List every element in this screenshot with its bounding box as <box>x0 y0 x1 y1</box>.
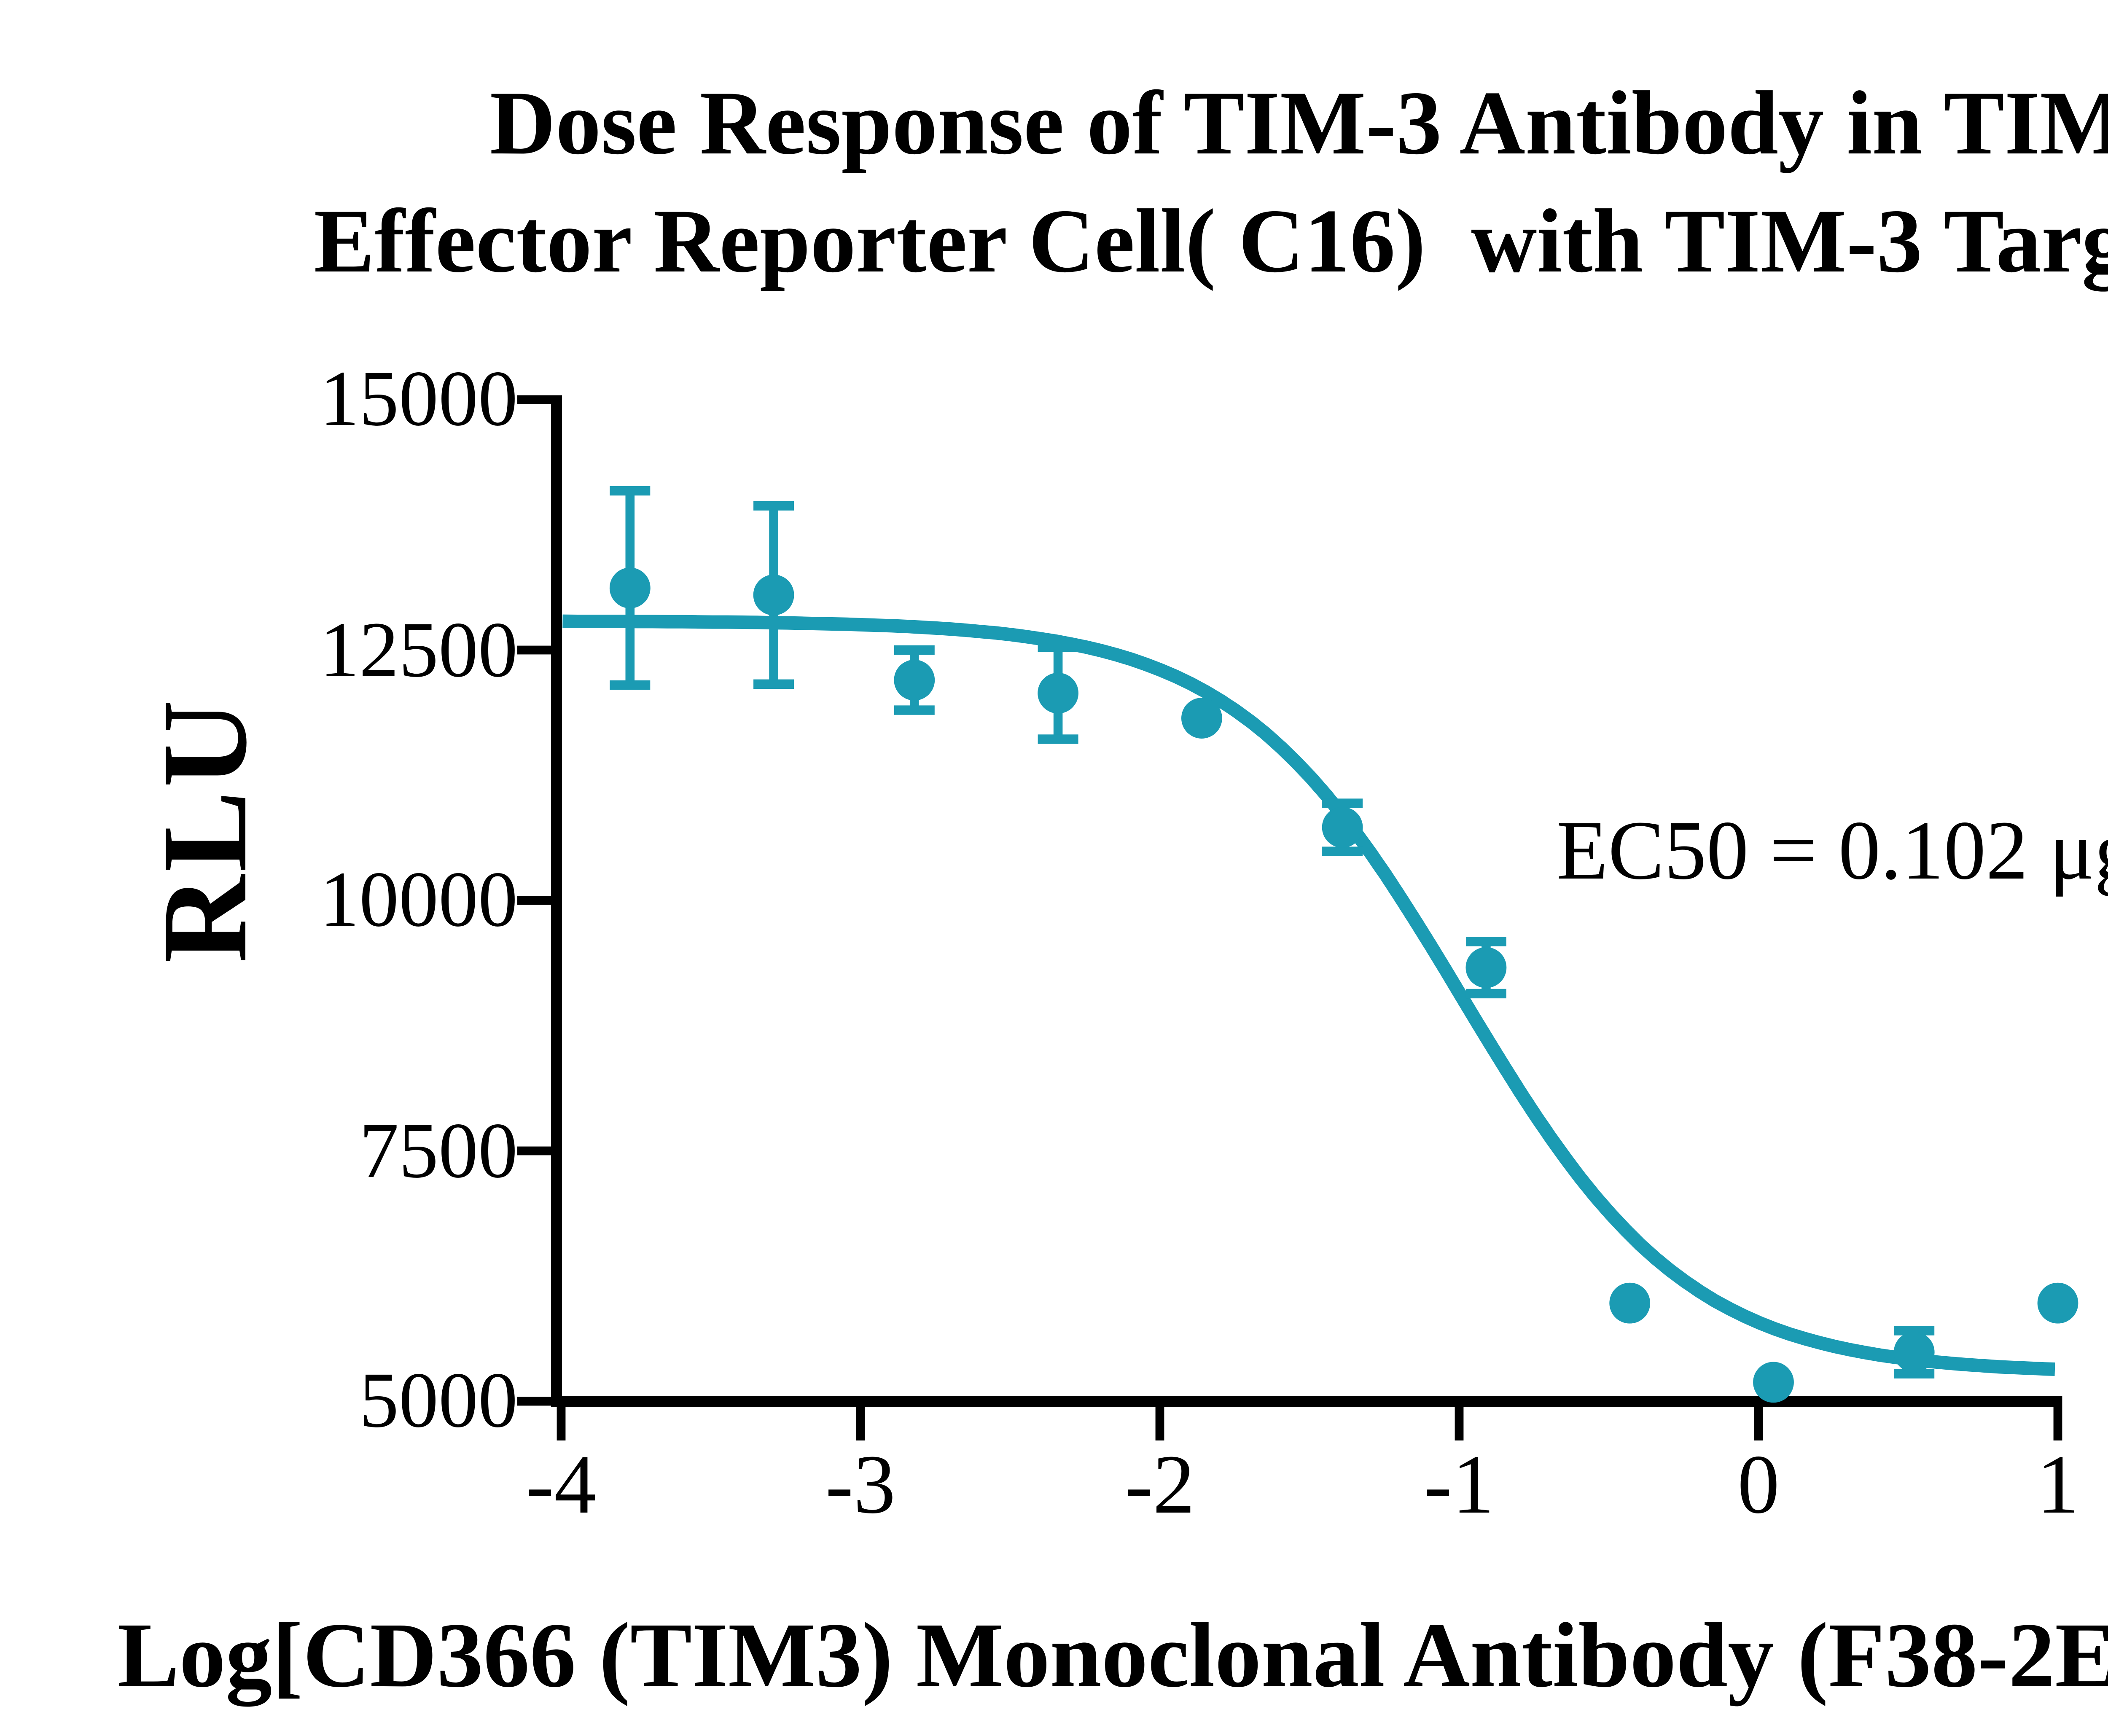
data-point <box>2037 1282 2078 1324</box>
x-tick-label: -1 <box>1424 1437 1495 1531</box>
error-bar-cap-top <box>1465 937 1506 946</box>
error-bar-cap-bottom <box>1894 1369 1935 1379</box>
y-tick-label: 12500 <box>320 606 518 694</box>
error-bar-cap-top <box>753 501 794 511</box>
chart-title: Dose Response of TIM-3 Antibody in TIM-3… <box>0 64 2108 300</box>
y-tick-label: 5000 <box>359 1357 518 1445</box>
x-tick-label: 1 <box>2037 1437 2079 1531</box>
error-bar-cap-top <box>894 645 935 655</box>
data-point <box>753 574 794 615</box>
x-axis-spine <box>551 1396 2062 1407</box>
x-tick <box>1754 1407 1763 1440</box>
data-point <box>1322 807 1363 848</box>
chart-title-line1: Dose Response of TIM-3 Antibody in TIM-3 <box>489 73 2108 174</box>
x-tick <box>856 1407 865 1440</box>
fit-curve <box>562 614 2055 1376</box>
y-tick <box>517 1146 551 1156</box>
x-tick <box>2053 1407 2062 1440</box>
x-tick-label: 0 <box>1737 1437 1780 1531</box>
x-tick <box>557 1407 566 1440</box>
y-tick <box>517 645 551 655</box>
error-bar-cap-bottom <box>1322 847 1363 856</box>
data-point <box>609 567 651 609</box>
x-axis-title: Log[CD366 (TIM3) Monoclonal Antibody (F3… <box>117 1604 2108 1706</box>
y-tick-label: 10000 <box>320 857 518 944</box>
data-point <box>1753 1362 1794 1403</box>
error-bar-cap-bottom <box>753 679 794 689</box>
y-tick <box>517 1397 551 1406</box>
x-tick <box>1455 1407 1464 1440</box>
error-bar-cap-bottom <box>894 705 935 715</box>
y-tick-label: 7500 <box>359 1107 518 1195</box>
data-point <box>1893 1332 1935 1373</box>
error-bar-cap-top <box>1322 798 1363 808</box>
x-tick-label: -2 <box>1124 1437 1195 1531</box>
y-tick <box>517 395 551 404</box>
data-point <box>1181 698 1222 739</box>
x-tick <box>1155 1407 1164 1440</box>
y-tick <box>517 896 551 905</box>
ec50-annotation: EC50 = 0.102 μg/ml <box>1557 803 2108 897</box>
x-tick-label: -3 <box>825 1437 896 1531</box>
error-bar-cap-bottom <box>610 680 651 690</box>
error-bar-cap-top <box>610 486 651 496</box>
data-point <box>1465 947 1507 988</box>
error-bar-cap-bottom <box>1465 989 1506 999</box>
data-point <box>1038 672 1079 714</box>
data-point <box>894 659 935 701</box>
error-bar-cap-bottom <box>1038 734 1078 744</box>
error-bar-cap-top <box>1038 642 1078 652</box>
y-axis-spine <box>551 395 562 1407</box>
data-point <box>1609 1282 1651 1324</box>
error-bar-cap-top <box>1894 1326 1935 1336</box>
chart-title-line2: Effector Reporter Cell( C16) with TIM-3 … <box>314 191 2108 292</box>
y-tick-label: 15000 <box>320 356 518 443</box>
x-tick-label: -4 <box>526 1437 597 1531</box>
